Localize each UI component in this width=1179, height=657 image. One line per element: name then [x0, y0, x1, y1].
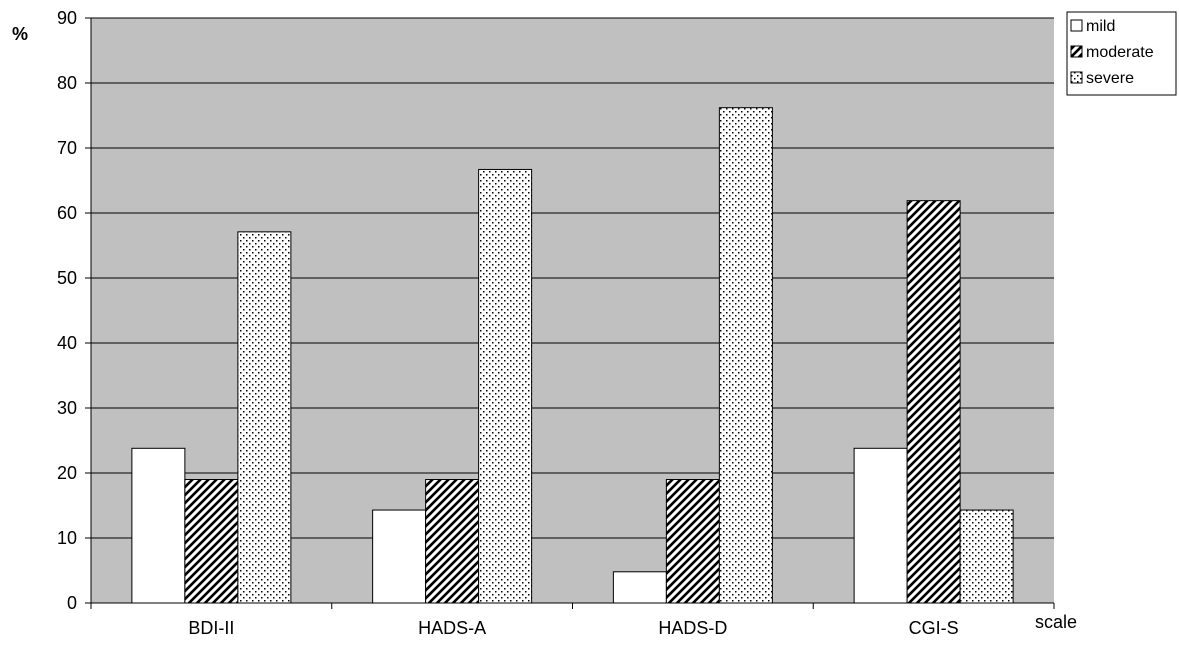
y-tick-label: 10: [57, 528, 77, 548]
y-axis-label: %: [12, 24, 28, 44]
y-tick-label: 30: [57, 398, 77, 418]
bar-moderate-bdi-ii: [184, 479, 239, 604]
y-tick-label: 70: [57, 138, 77, 158]
x-tick-label: CGI-S: [909, 618, 959, 638]
x-axis-label: scale: [1035, 612, 1077, 632]
bar-severe-cgi-s: [959, 509, 1014, 604]
bar-severe-hads-d: [718, 107, 773, 604]
y-tick-label: 60: [57, 203, 77, 223]
y-tick-label: 80: [57, 73, 77, 93]
y-tick-label: 50: [57, 268, 77, 288]
bar-mild-hads-a: [372, 509, 427, 604]
legend-swatch-moderate: [1070, 45, 1083, 58]
bar-moderate-hads-a: [425, 479, 480, 604]
bar-moderate-cgi-s: [906, 200, 961, 604]
x-tick-labels: BDI-II HADS-A HADS-D CGI-S: [188, 618, 958, 638]
bars: [131, 107, 1014, 604]
legend-label-mild: mild: [1086, 18, 1115, 35]
legend-label-severe: severe: [1086, 70, 1134, 87]
bar-severe-bdi-ii: [237, 231, 292, 604]
y-tick-label: 0: [67, 593, 77, 613]
legend-box: [1066, 11, 1177, 96]
bar-severe-hads-a: [478, 168, 533, 604]
legend-label-moderate: moderate: [1086, 44, 1154, 61]
x-tick-label: HADS-A: [418, 618, 486, 638]
y-tick-label: 20: [57, 463, 77, 483]
axes: [85, 17, 1055, 609]
x-tick-label: BDI-II: [188, 618, 234, 638]
bar-mild-cgi-s: [853, 447, 908, 604]
bar-moderate-hads-d: [665, 479, 720, 604]
x-tick-label: HADS-D: [658, 618, 727, 638]
y-tick-label: 90: [57, 8, 77, 28]
legend: mild moderate severe: [1066, 11, 1177, 96]
legend-swatch-mild: [1070, 19, 1083, 32]
y-tick-labels: 0 10 20 30 40 50 60 70 80 90: [57, 8, 77, 613]
legend-swatch-severe: [1070, 71, 1083, 84]
y-tick-label: 40: [57, 333, 77, 353]
bar-mild-hads-d: [612, 571, 667, 604]
bar-mild-bdi-ii: [131, 447, 186, 604]
